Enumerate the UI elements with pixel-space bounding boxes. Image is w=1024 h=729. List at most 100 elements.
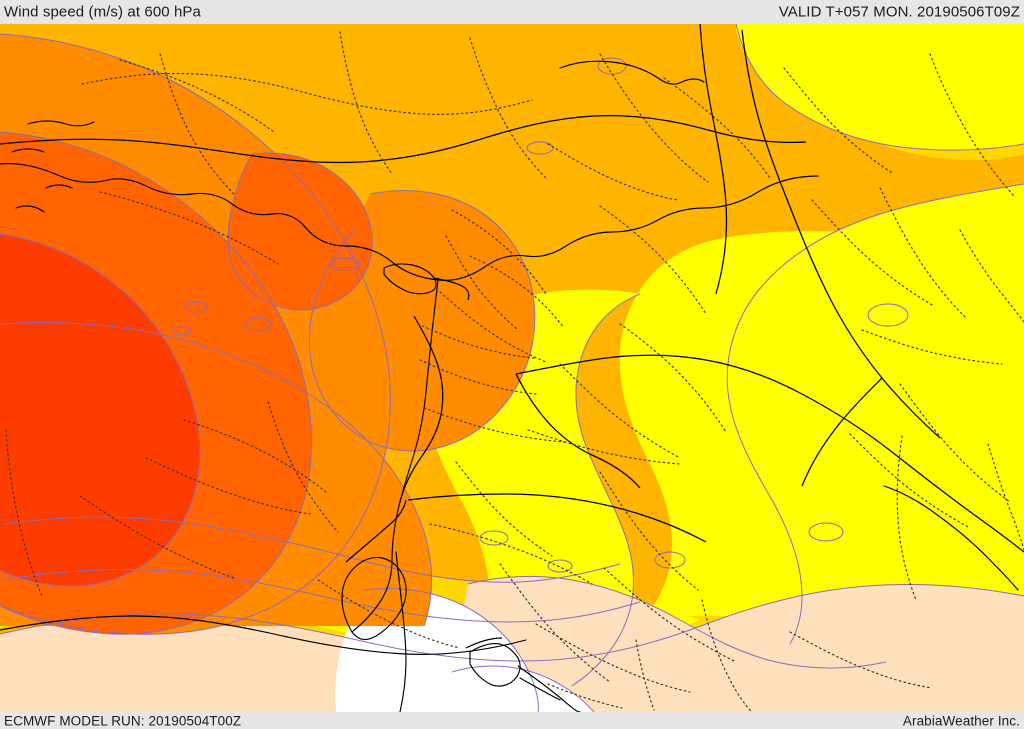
border-iran-iraq-south — [801, 377, 883, 487]
border-turkey-east — [699, 24, 728, 295]
admin-border-saudi-b — [499, 563, 611, 683]
admin-border-iraq-d — [527, 429, 681, 465]
admin-border-turkey-e — [599, 53, 709, 183]
contour-line-16 — [0, 516, 621, 583]
admin-border-egypt-f — [317, 579, 461, 649]
admin-border-iran-c — [959, 229, 1024, 323]
contour-band-4-8-gulf — [440, 576, 1024, 712]
admin-border-iraq-c — [559, 363, 681, 459]
admin-border-syria-b — [469, 255, 565, 329]
page-title: Wind speed (m/s) at 600 hPa — [4, 3, 201, 21]
border-israel-jordan — [399, 315, 444, 503]
coastline-aqaba — [395, 551, 407, 712]
admin-border-jordan-b — [455, 461, 553, 557]
contour-line-4-kuwait — [451, 665, 595, 712]
contour-cell-g — [808, 522, 844, 542]
contour-line-24-island — [227, 152, 373, 311]
contour-line-20-levant — [308, 190, 536, 452]
contour-cell-b — [184, 301, 208, 313]
admin-border-saudi-d — [535, 623, 691, 693]
coastline-gulf-south — [519, 677, 561, 701]
coastline-levant — [351, 279, 439, 633]
forecast-map-canvas[interactable] — [0, 24, 1024, 712]
contour-line-8 — [0, 583, 1024, 662]
admin-border-iran-d — [861, 329, 1003, 365]
contour-line-28 — [0, 233, 201, 587]
model-run-label: ECMWF MODEL RUN: 20190504T00Z — [4, 713, 242, 728]
border-syria-iraq — [515, 354, 1024, 553]
border-kuwait — [465, 637, 503, 649]
admin-border-north-a — [119, 59, 275, 133]
admin-border-syria-c — [439, 291, 547, 363]
admin-border-iran-g — [896, 435, 917, 601]
admin-border-iran-b — [879, 187, 967, 319]
admin-border-iran-a — [811, 199, 935, 307]
admin-border-saudi-e — [701, 599, 753, 712]
border-egypt-israel — [345, 499, 407, 563]
admin-border-turkey-c — [339, 31, 393, 175]
admin-border-gulf-b — [635, 639, 655, 711]
contour-cell-i — [479, 530, 509, 546]
contour-band-28-plus-core — [0, 234, 200, 586]
contour-band-8-12-iraq — [727, 184, 1024, 644]
admin-border-iran-f — [849, 433, 971, 529]
valid-time-label: VALID T+057 MON. 20190506T09Z — [778, 3, 1020, 21]
admin-border-iraq-e — [599, 471, 699, 591]
contour-line-12 — [726, 183, 1024, 645]
contour-cell-k — [172, 326, 192, 336]
contour-line-8-gulf — [467, 576, 887, 669]
contour-line-12-jordan — [571, 293, 641, 687]
admin-border-turkey-g — [99, 191, 279, 265]
provider-attribution: ArabiaWeather Inc. — [902, 713, 1020, 728]
contour-band-0-4-kuwait — [418, 666, 594, 712]
map-svg — [0, 24, 1024, 712]
border-iran-iraq — [741, 29, 941, 439]
footer-bar: ECMWF MODEL RUN: 20190504T00Z ArabiaWeat… — [0, 712, 1024, 729]
admin-border-iraq-a — [599, 205, 707, 315]
coastline-gulf — [469, 642, 521, 687]
contour-cell-c — [244, 317, 272, 331]
border-turkey-north — [0, 115, 807, 164]
contour-line-20 — [0, 33, 391, 635]
coastline-black-sea — [559, 60, 705, 85]
border-israel-lebanon — [433, 277, 470, 301]
contour-cell-e — [526, 141, 554, 155]
admin-border-saudi-a — [429, 523, 593, 585]
national-border-layer — [0, 24, 1024, 649]
contour-cell-j — [547, 559, 573, 573]
contour-line-layer — [0, 24, 1024, 712]
contour-cell-f — [867, 303, 909, 327]
admin-border-turkey-d — [469, 37, 547, 179]
contour-line-4 — [363, 588, 539, 712]
coastline-north-africa — [0, 615, 527, 655]
admin-border-jordan-a — [423, 407, 565, 443]
coastline-turkey-south — [0, 163, 819, 281]
admin-border-egypt-c — [145, 457, 311, 515]
admin-border-egypt-d — [79, 495, 235, 579]
coastline-gulf-iran — [883, 485, 1019, 591]
coastline-layer — [0, 60, 1019, 712]
border-jordan-iraq — [515, 373, 641, 489]
admin-border-egypt-a — [183, 419, 327, 493]
header-bar: Wind speed (m/s) at 600 hPa VALID T+057 … — [0, 0, 1024, 24]
admin-border-layer — [5, 31, 1024, 712]
admin-border-turkey-a — [81, 72, 533, 115]
filled-contour-layer — [0, 24, 1024, 712]
admin-border-syria-a — [451, 209, 547, 295]
contour-line-16-north — [735, 24, 1024, 151]
coastline-aegean-islands — [11, 120, 95, 213]
contour-cell-h — [654, 551, 686, 569]
admin-border-turkey-b — [159, 53, 235, 195]
coastline-cyprus — [383, 263, 437, 295]
admin-border-saudi-f — [789, 631, 933, 689]
contour-band-8-12 — [736, 24, 1024, 151]
admin-border-north-b — [663, 77, 771, 179]
admin-border-turkey-f — [547, 143, 679, 201]
contour-line-24 — [0, 131, 313, 635]
contour-cell-a — [330, 257, 360, 271]
coastline-gulf-main — [517, 665, 581, 712]
border-jordan-saudi — [407, 493, 707, 543]
admin-border-iraq-b — [619, 323, 727, 433]
admin-border-saudi-c — [603, 567, 737, 663]
